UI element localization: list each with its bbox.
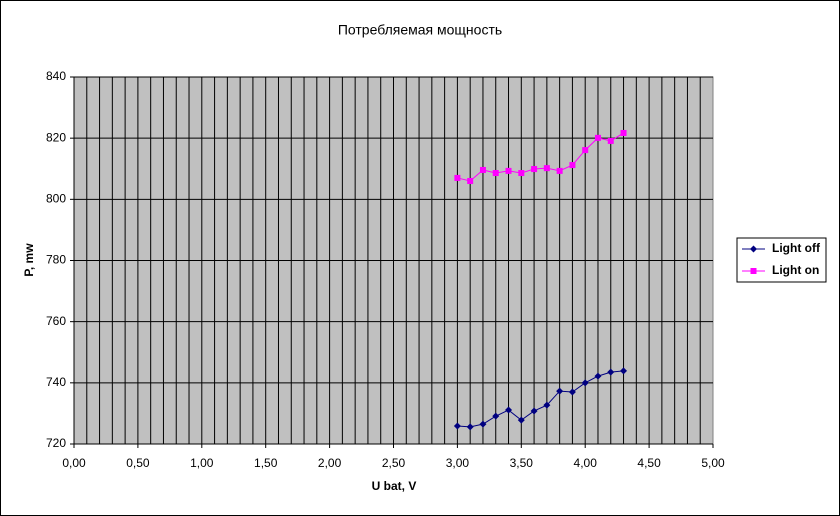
marker [607,368,615,376]
legend-marker [750,245,757,253]
x-tick-label: 0,00 [62,456,86,470]
marker [594,134,601,141]
marker [479,420,487,428]
marker [531,166,538,173]
marker [556,167,563,174]
y-tick-label: 800 [46,192,66,206]
x-tick-label: 0,50 [126,456,150,470]
y-tick-label: 820 [46,130,66,144]
legend-box [736,237,827,283]
marker [505,167,512,174]
marker [466,423,474,431]
x-tick-label: 5,00 [701,456,725,470]
marker [582,147,589,154]
chart-title: Потребляемая мощность [338,22,502,38]
marker [492,170,499,177]
marker [556,387,564,395]
y-tick-label: 780 [46,253,66,267]
marker [581,379,589,387]
marker [454,174,461,181]
x-tick-label: 4,50 [637,456,661,470]
x-tick-label: 2,00 [318,456,342,470]
marker [517,416,525,424]
marker [492,412,500,420]
y-tick-label: 760 [46,314,66,328]
x-tick-label: 1,50 [254,456,278,470]
marker [467,177,474,184]
marker [543,401,551,409]
x-axis-label: U bat, V [372,479,417,493]
y-axis-label: P, mw [22,243,36,277]
marker [620,129,627,136]
marker [607,137,614,144]
marker [530,407,538,415]
x-tick-label: 1,00 [190,456,214,470]
x-tick-label: 2,50 [382,456,406,470]
marker [479,166,486,173]
legend-label: Light off [772,241,821,255]
marker [453,422,461,430]
marker [569,162,576,169]
y-tick-label: 740 [46,375,66,389]
marker [568,388,576,396]
y-tick-label: 840 [46,69,66,83]
marker [518,170,525,177]
x-tick-label: 3,00 [446,456,470,470]
x-tick-label: 3,50 [510,456,534,470]
marker [620,367,628,375]
marker [543,165,550,172]
y-tick-label: 720 [46,436,66,450]
marker [594,372,602,380]
marker [505,406,513,414]
x-tick-label: 4,00 [574,456,598,470]
legend-label: Light on [772,263,819,277]
legend-marker [750,268,757,274]
